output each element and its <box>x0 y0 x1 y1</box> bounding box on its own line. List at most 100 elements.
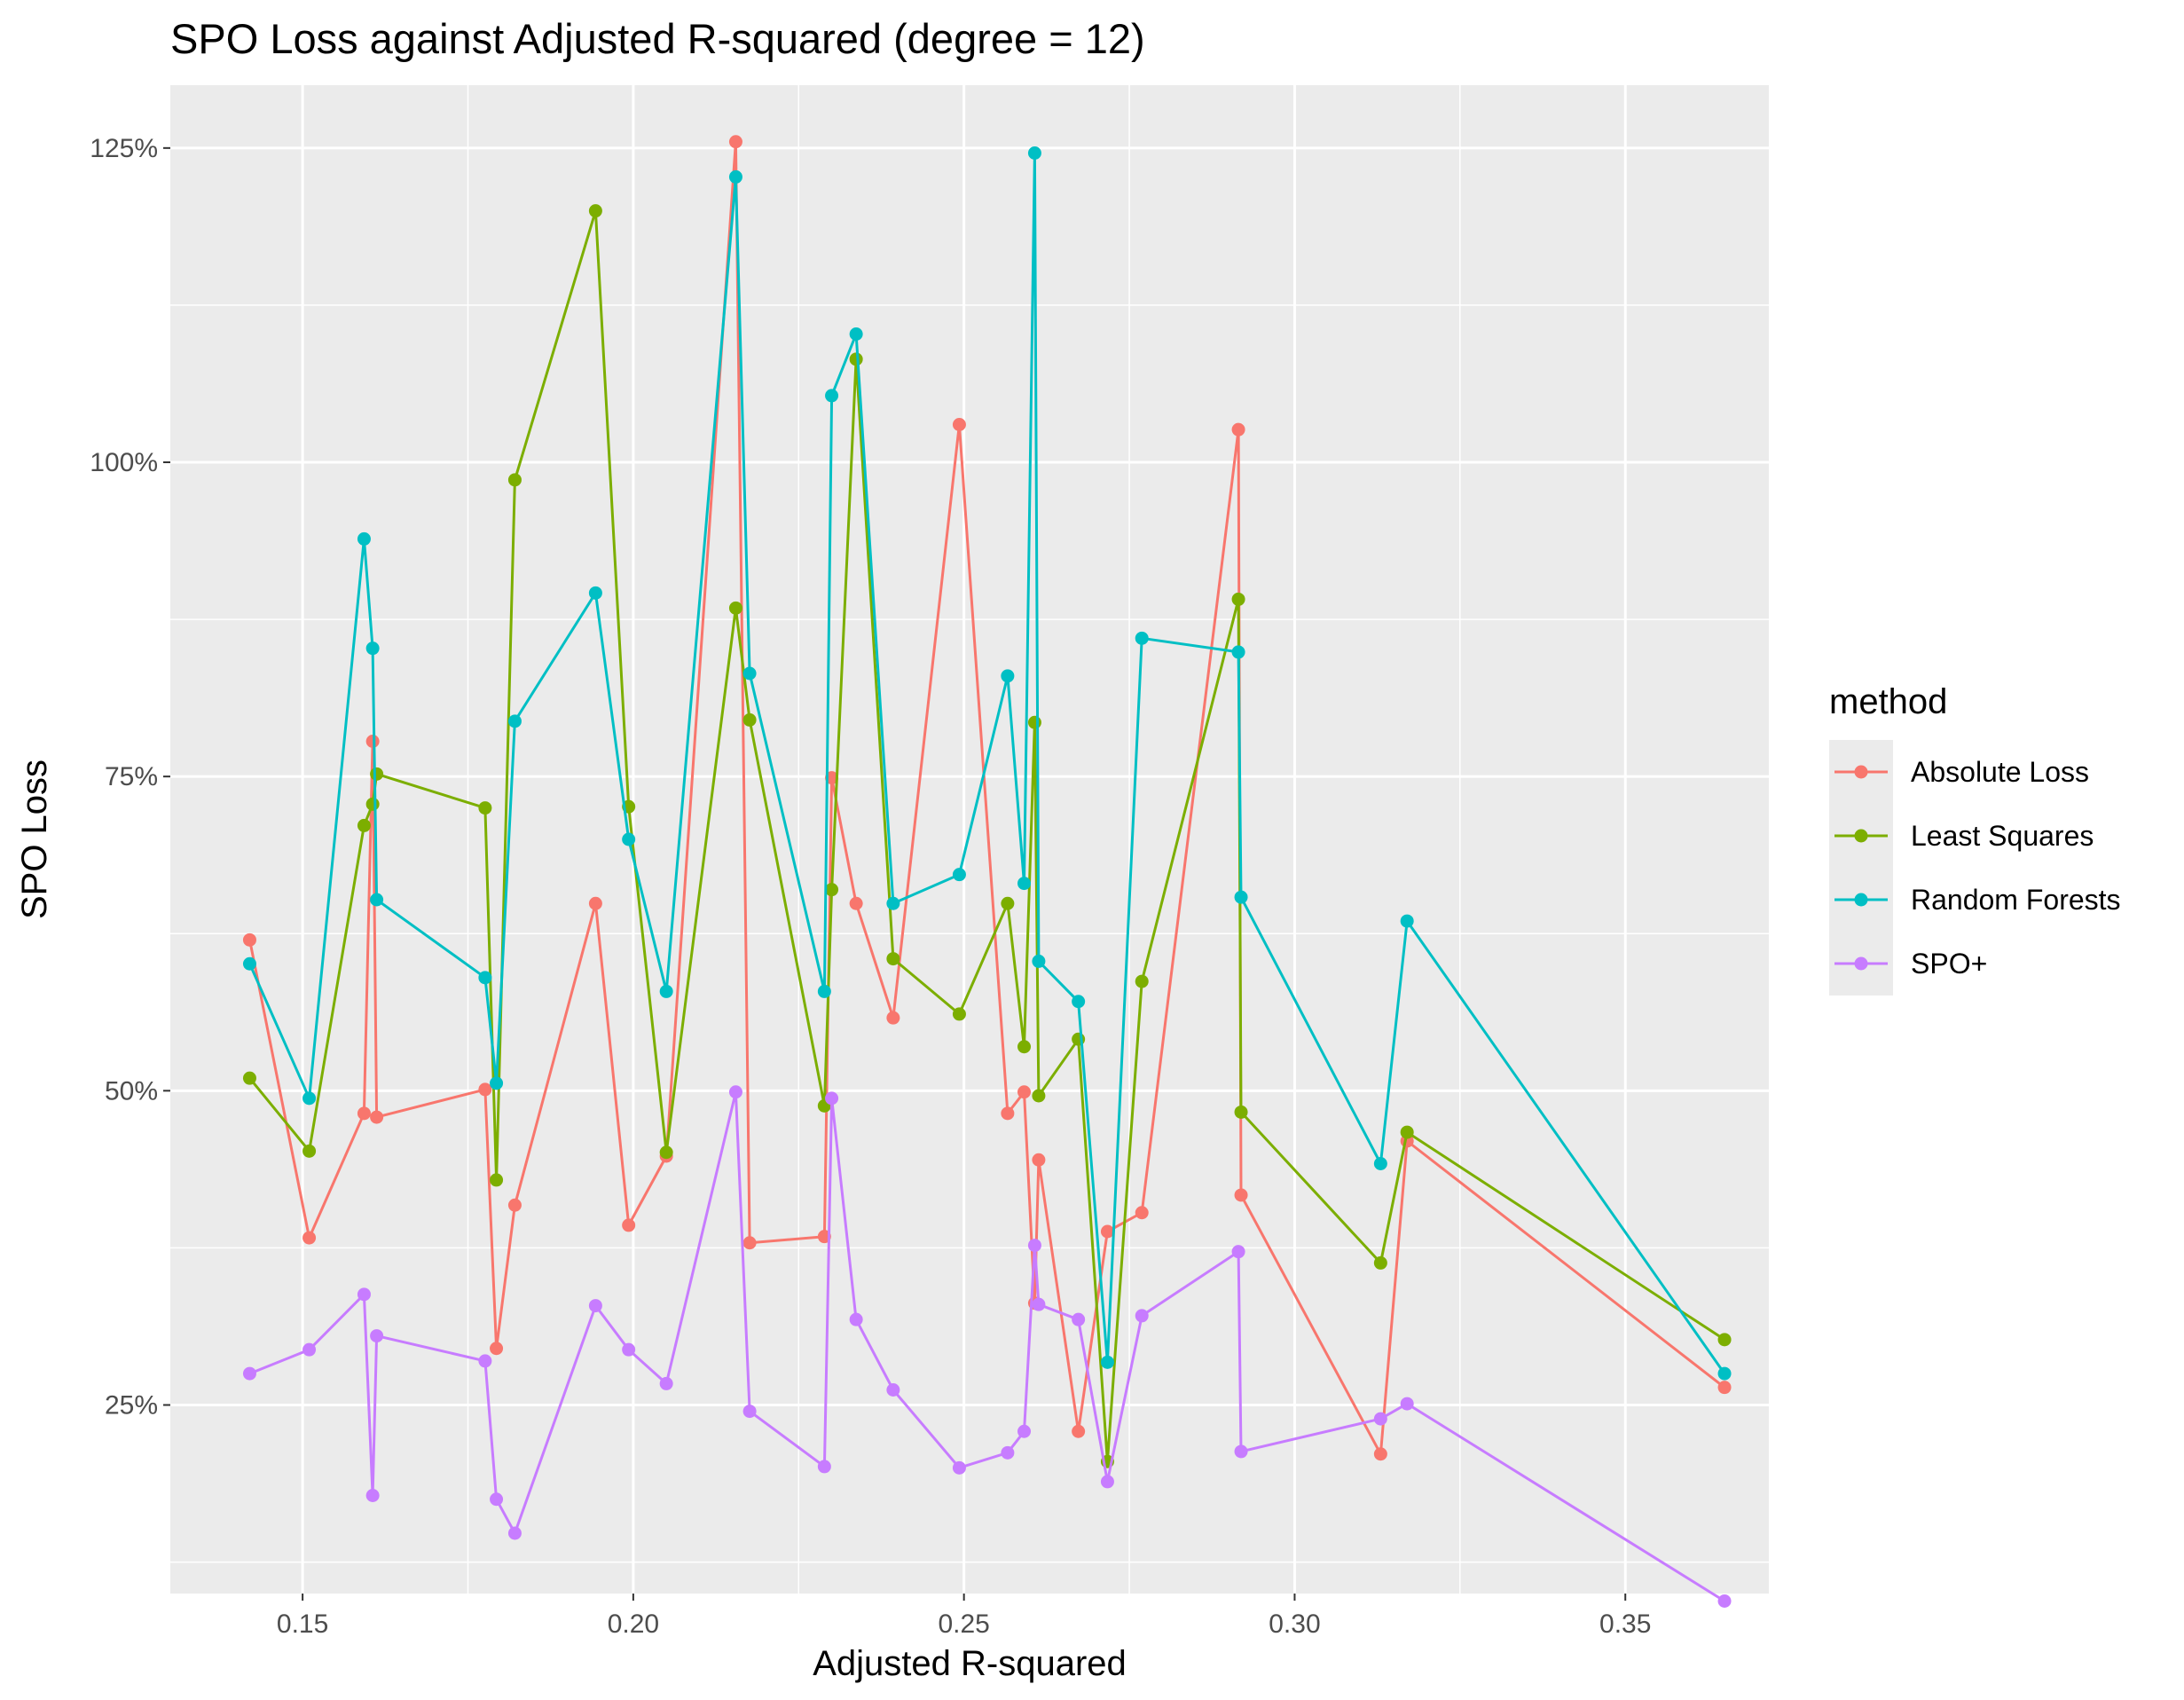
data-point-random-forests <box>825 389 839 403</box>
x-tick-label: 0.35 <box>1599 1609 1651 1639</box>
series-layer <box>242 135 1732 1608</box>
data-point-random-forests <box>952 868 966 882</box>
data-point-least-squares <box>1717 1333 1732 1347</box>
grid-major <box>170 85 1769 1594</box>
data-point-least-squares <box>1027 715 1041 729</box>
data-point-random-forests <box>742 666 757 681</box>
series-absolute-loss <box>242 135 1732 1461</box>
legend: method Absolute Loss Least Squares Random … <box>1829 682 2121 996</box>
data-point-random-forests <box>1032 954 1046 968</box>
data-point-spo <box>1234 1444 1248 1459</box>
data-point-absolute-loss <box>1234 1188 1248 1202</box>
legend-item-least-squares: Least Squares <box>1834 820 2094 852</box>
data-point-spo <box>849 1312 863 1326</box>
data-point-random-forests <box>1135 631 1149 645</box>
legend-item-absolute-loss: Absolute Loss <box>1834 756 2089 788</box>
data-point-spo <box>728 1085 742 1099</box>
x-axis-title: Adjusted R-squared <box>813 1644 1127 1683</box>
data-point-random-forests <box>1400 914 1414 928</box>
data-point-least-squares <box>507 473 522 487</box>
data-point-absolute-loss <box>1072 1424 1086 1438</box>
data-point-spo <box>952 1460 966 1475</box>
series-least-squares <box>242 204 1732 1468</box>
data-point-random-forests <box>478 971 492 985</box>
data-point-spo <box>659 1376 673 1390</box>
data-point-spo <box>478 1354 492 1368</box>
data-point-spo <box>1231 1245 1245 1259</box>
data-point-spo <box>242 1366 256 1381</box>
series-spo <box>242 1085 1732 1608</box>
data-point-random-forests <box>1072 995 1086 1009</box>
data-point-least-squares <box>886 952 900 966</box>
data-point-absolute-loss <box>478 1082 492 1097</box>
data-point-least-squares <box>490 1173 504 1187</box>
y-axis: 25% 50% 75% 100% 125% <box>90 134 170 1421</box>
chart-title: SPO Loss against Adjusted R-squared (deg… <box>170 15 1145 62</box>
legend-key-point <box>1854 765 1868 779</box>
data-point-absolute-loss <box>1373 1447 1387 1461</box>
legend-key-background <box>1829 740 1893 996</box>
data-point-random-forests <box>365 641 380 656</box>
data-point-random-forests <box>1234 890 1248 904</box>
data-point-spo <box>588 1299 602 1313</box>
legend-key-point <box>1854 829 1868 843</box>
data-point-absolute-loss <box>1100 1224 1114 1239</box>
data-point-least-squares <box>478 801 492 815</box>
data-point-least-squares <box>1017 1040 1032 1054</box>
data-point-spo <box>1135 1309 1149 1323</box>
data-point-spo <box>1032 1297 1046 1311</box>
data-point-spo <box>742 1405 757 1419</box>
data-point-least-squares <box>357 818 371 832</box>
data-point-spo <box>357 1287 371 1302</box>
data-point-random-forests <box>370 893 384 907</box>
data-point-spo <box>817 1460 831 1474</box>
data-point-least-squares <box>365 797 380 811</box>
data-point-random-forests <box>490 1076 504 1090</box>
data-point-absolute-loss <box>242 933 256 947</box>
data-point-least-squares <box>1400 1125 1414 1139</box>
data-point-least-squares <box>1032 1089 1046 1103</box>
y-tick-label: 50% <box>105 1076 158 1106</box>
series-line-absolute-loss <box>248 140 1725 1456</box>
x-tick-label: 0.25 <box>938 1609 989 1639</box>
data-point-random-forests <box>1100 1355 1114 1369</box>
data-point-least-squares <box>1373 1255 1387 1270</box>
data-point-least-squares <box>728 601 742 615</box>
series-random-forests <box>242 146 1732 1381</box>
data-point-absolute-loss <box>742 1236 757 1250</box>
y-axis-title: SPO Loss <box>15 759 54 919</box>
data-point-random-forests <box>1373 1157 1387 1170</box>
series-line-spo <box>248 1090 1725 1602</box>
data-point-absolute-loss <box>952 418 966 431</box>
y-tick-label: 75% <box>105 762 158 791</box>
legend-label: Least Squares <box>1911 820 2094 852</box>
data-point-random-forests <box>507 714 522 728</box>
legend-key-point <box>1854 893 1868 907</box>
data-point-absolute-loss <box>728 135 742 149</box>
data-point-spo <box>825 1091 839 1106</box>
data-point-least-squares <box>588 204 602 218</box>
data-point-least-squares <box>742 712 757 727</box>
data-point-random-forests <box>817 984 831 998</box>
grid-minor <box>170 85 1769 1594</box>
legend-label: SPO+ <box>1911 948 1987 980</box>
data-point-spo <box>365 1489 380 1502</box>
data-point-absolute-loss <box>302 1231 317 1245</box>
x-axis: 0.15 0.20 0.25 0.30 0.35 <box>277 1594 1651 1639</box>
x-tick-label: 0.20 <box>608 1609 659 1639</box>
data-point-absolute-loss <box>849 896 863 910</box>
data-point-random-forests <box>728 169 742 184</box>
data-point-random-forests <box>1027 146 1041 160</box>
data-point-spo <box>1717 1594 1732 1608</box>
data-point-least-squares <box>1001 896 1015 910</box>
legend-item-spo: SPO+ <box>1834 948 1987 980</box>
data-point-least-squares <box>825 883 839 897</box>
data-point-spo <box>490 1492 504 1507</box>
data-point-absolute-loss <box>1032 1153 1046 1167</box>
data-point-spo <box>1017 1424 1032 1438</box>
data-point-spo <box>886 1383 900 1397</box>
data-point-random-forests <box>1717 1366 1732 1381</box>
series-line-random-forests <box>248 152 1726 1374</box>
data-point-absolute-loss <box>1135 1206 1149 1220</box>
